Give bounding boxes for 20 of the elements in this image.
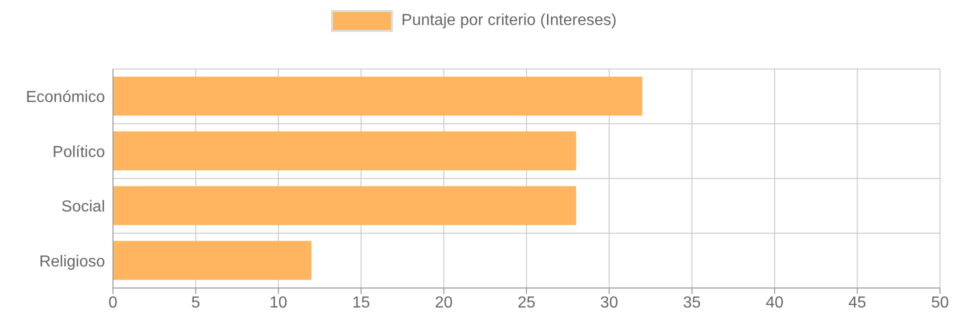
- x-tick-label: 30: [600, 294, 618, 312]
- x-tick-label: 0: [108, 294, 118, 312]
- x-tick-label: 5: [191, 294, 200, 312]
- x-tick-label: 20: [434, 294, 453, 312]
- x-tick-label: 45: [848, 294, 866, 312]
- y-tick-label: Político: [52, 144, 106, 161]
- y-tick-label: Religioso: [39, 253, 106, 270]
- bar: [113, 76, 642, 116]
- legend-label: Puntaje por criterio (Intereses): [401, 12, 617, 30]
- x-tick-label: 50: [931, 294, 949, 312]
- bar: [113, 240, 312, 280]
- y-tick-label: Social: [61, 198, 105, 216]
- x-tick-label: 35: [683, 294, 701, 312]
- x-tick-label: 40: [766, 294, 784, 312]
- x-tick-label: 15: [352, 294, 370, 312]
- bar: [113, 186, 576, 226]
- y-tick-label: Económico: [26, 89, 106, 106]
- x-tick-label: 25: [518, 294, 536, 312]
- x-tick-label: 10: [270, 294, 288, 312]
- bar: [113, 131, 576, 170]
